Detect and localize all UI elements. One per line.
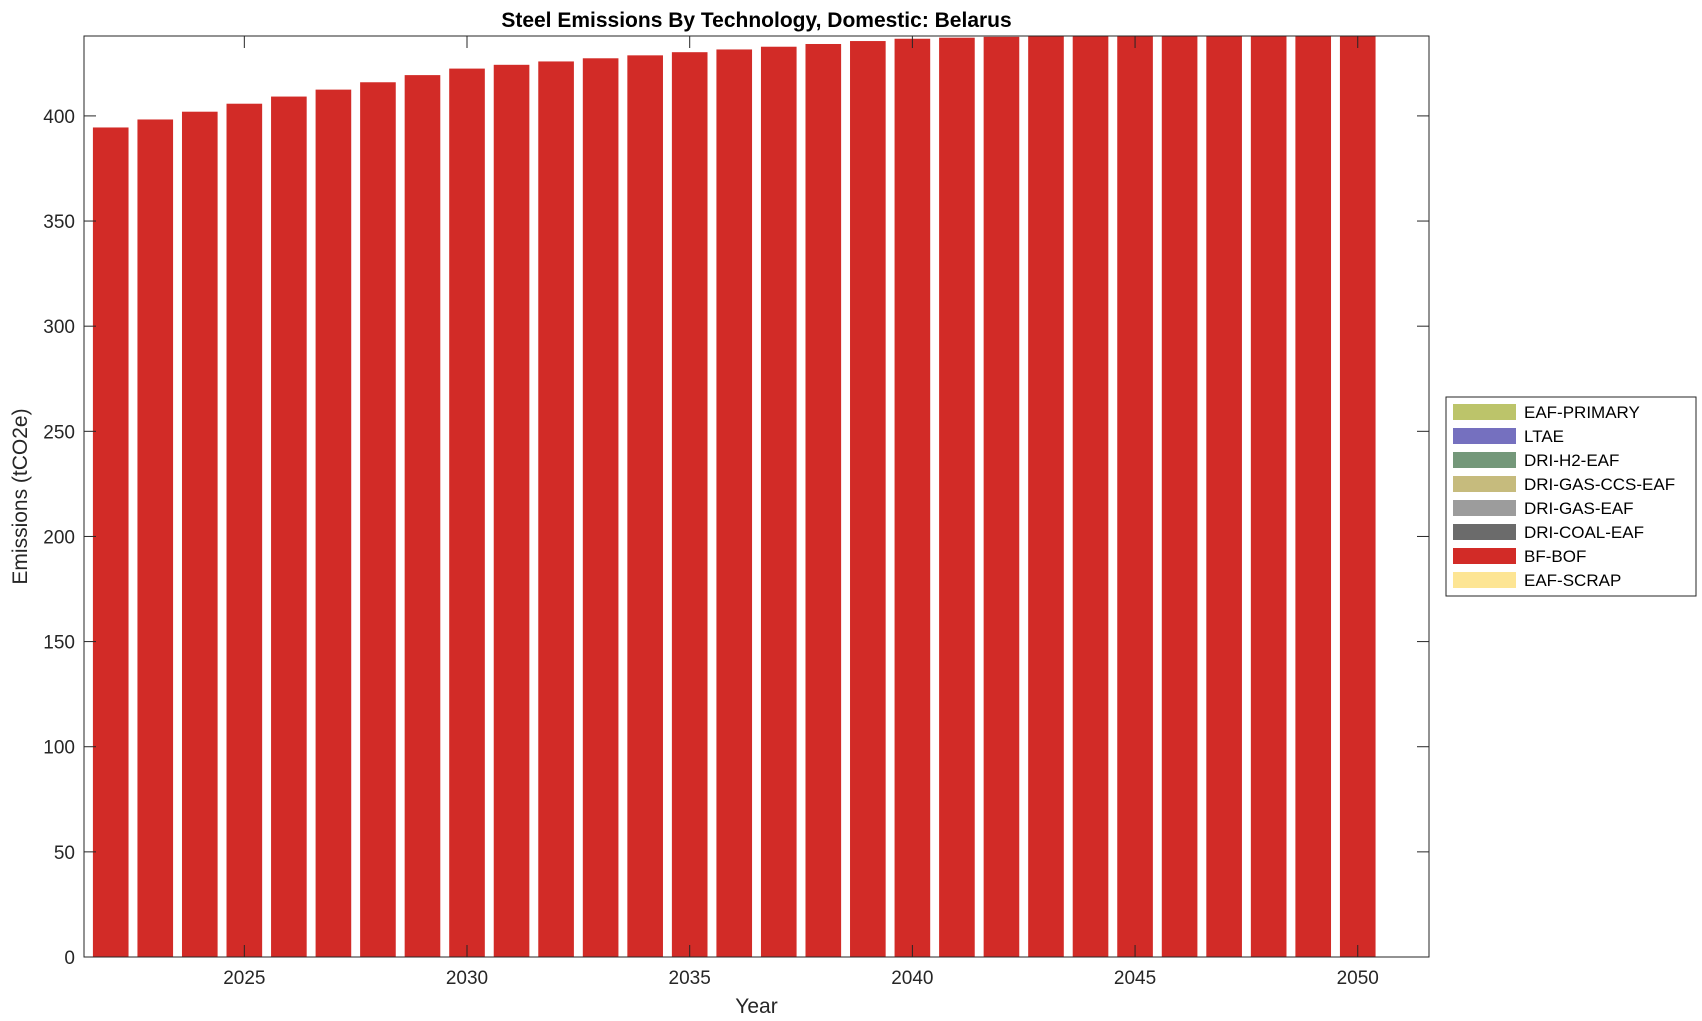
chart-title: Steel Emissions By Technology, Domestic:… — [501, 9, 1011, 32]
bar-bf-bof-2029 — [404, 75, 441, 957]
bar-bf-bof-2025 — [226, 103, 263, 957]
x-tick-label: 2040 — [891, 968, 933, 989]
x-axis-ticks: 2025 2030 2035 2040 2045 2050 — [223, 36, 1379, 989]
bars-group — [92, 36, 1376, 957]
legend-swatch-bf-bof — [1453, 548, 1516, 564]
y-tick-label: 200 — [43, 527, 75, 548]
legend-label-dri-gas-ccs-eaf: DRI-GAS-CCS-EAF — [1524, 475, 1675, 494]
plot-area-frame — [83, 35, 1430, 958]
x-tick-label: 2050 — [1337, 968, 1379, 989]
bar-bf-bof-2043 — [1028, 36, 1064, 957]
y-tick-label: 100 — [43, 738, 75, 759]
legend-swatch-eaf-scrap — [1453, 572, 1516, 588]
bar-bf-bof-2023 — [137, 119, 174, 957]
bar-bf-bof-2030 — [449, 68, 485, 957]
legend-label-dri-coal-eaf: DRI-COAL-EAF — [1524, 523, 1644, 542]
y-tick-label: 350 — [43, 212, 75, 233]
legend-label-eaf-primary: EAF-PRIMARY — [1524, 403, 1640, 422]
y-tick-label: 300 — [43, 317, 75, 338]
bar-bf-bof-2038 — [805, 43, 842, 957]
bar-bf-bof-2045 — [1117, 36, 1153, 957]
y-tick-label: 400 — [43, 107, 75, 128]
bar-bf-bof-2048 — [1250, 36, 1287, 957]
legend-swatch-dri-coal-eaf — [1453, 524, 1516, 540]
legend: EAF-PRIMARY LTAE DRI-H2-EAF DRI-GAS-CCS-EAF… — [1445, 396, 1697, 597]
y-tick-label: 150 — [43, 633, 75, 654]
bar-bf-bof-2035 — [671, 52, 708, 957]
y-tick-label: 250 — [43, 422, 75, 443]
x-tick-label: 2045 — [1114, 968, 1156, 989]
x-tick-label: 2035 — [669, 968, 711, 989]
legend-label-dri-gas-eaf: DRI-GAS-EAF — [1524, 499, 1634, 518]
bar-bf-bof-2036 — [716, 49, 753, 957]
y-axis-label: Emissions (tCO2e) — [9, 408, 32, 584]
bar-bf-bof-2047 — [1206, 36, 1242, 957]
legend-swatch-eaf-primary — [1453, 404, 1516, 420]
legend-label-dri-h2-eaf: DRI-H2-EAF — [1524, 451, 1619, 470]
bar-bf-bof-2026 — [271, 96, 307, 957]
bar-bf-bof-2039 — [850, 41, 886, 957]
bar-bf-bof-2046 — [1161, 36, 1198, 957]
bar-bf-bof-2027 — [315, 89, 352, 957]
y-tick-label: 50 — [54, 843, 75, 864]
bar-bf-bof-2028 — [360, 82, 396, 957]
bar-bf-bof-2031 — [493, 64, 530, 957]
bar-bf-bof-2049 — [1295, 36, 1332, 957]
legend-swatch-dri-gas-eaf — [1453, 500, 1516, 516]
bar-bf-bof-2041 — [939, 37, 975, 957]
legend-swatch-dri-gas-ccs-eaf — [1453, 476, 1516, 492]
x-tick-label: 2025 — [223, 968, 265, 989]
bar-bf-bof-2033 — [582, 58, 619, 957]
bar-bf-bof-2034 — [627, 55, 663, 957]
y-axis-ticks: 0 50 100 150 200 250 300 350 400 — [43, 107, 1429, 969]
bar-bf-bof-2042 — [983, 36, 1020, 957]
x-axis-label: Year — [735, 995, 777, 1018]
legend-label-bf-bof: BF-BOF — [1524, 547, 1586, 566]
legend-swatch-dri-h2-eaf — [1453, 452, 1516, 468]
legend-label-ltae: LTAE — [1524, 427, 1564, 446]
bar-bf-bof-2044 — [1072, 36, 1109, 957]
y-tick-label: 0 — [64, 948, 75, 969]
bar-bf-bof-2050 — [1339, 36, 1376, 957]
legend-label-eaf-scrap: EAF-SCRAP — [1524, 571, 1621, 590]
bar-bf-bof-2024 — [181, 111, 218, 957]
bar-bf-bof-2037 — [760, 46, 797, 957]
bar-bf-bof-2032 — [538, 61, 574, 957]
bar-bf-bof-2040 — [894, 38, 931, 957]
legend-swatch-ltae — [1453, 428, 1516, 444]
bar-bf-bof-2022 — [92, 127, 129, 957]
legend-box — [1445, 396, 1697, 597]
x-tick-label: 2030 — [446, 968, 488, 989]
